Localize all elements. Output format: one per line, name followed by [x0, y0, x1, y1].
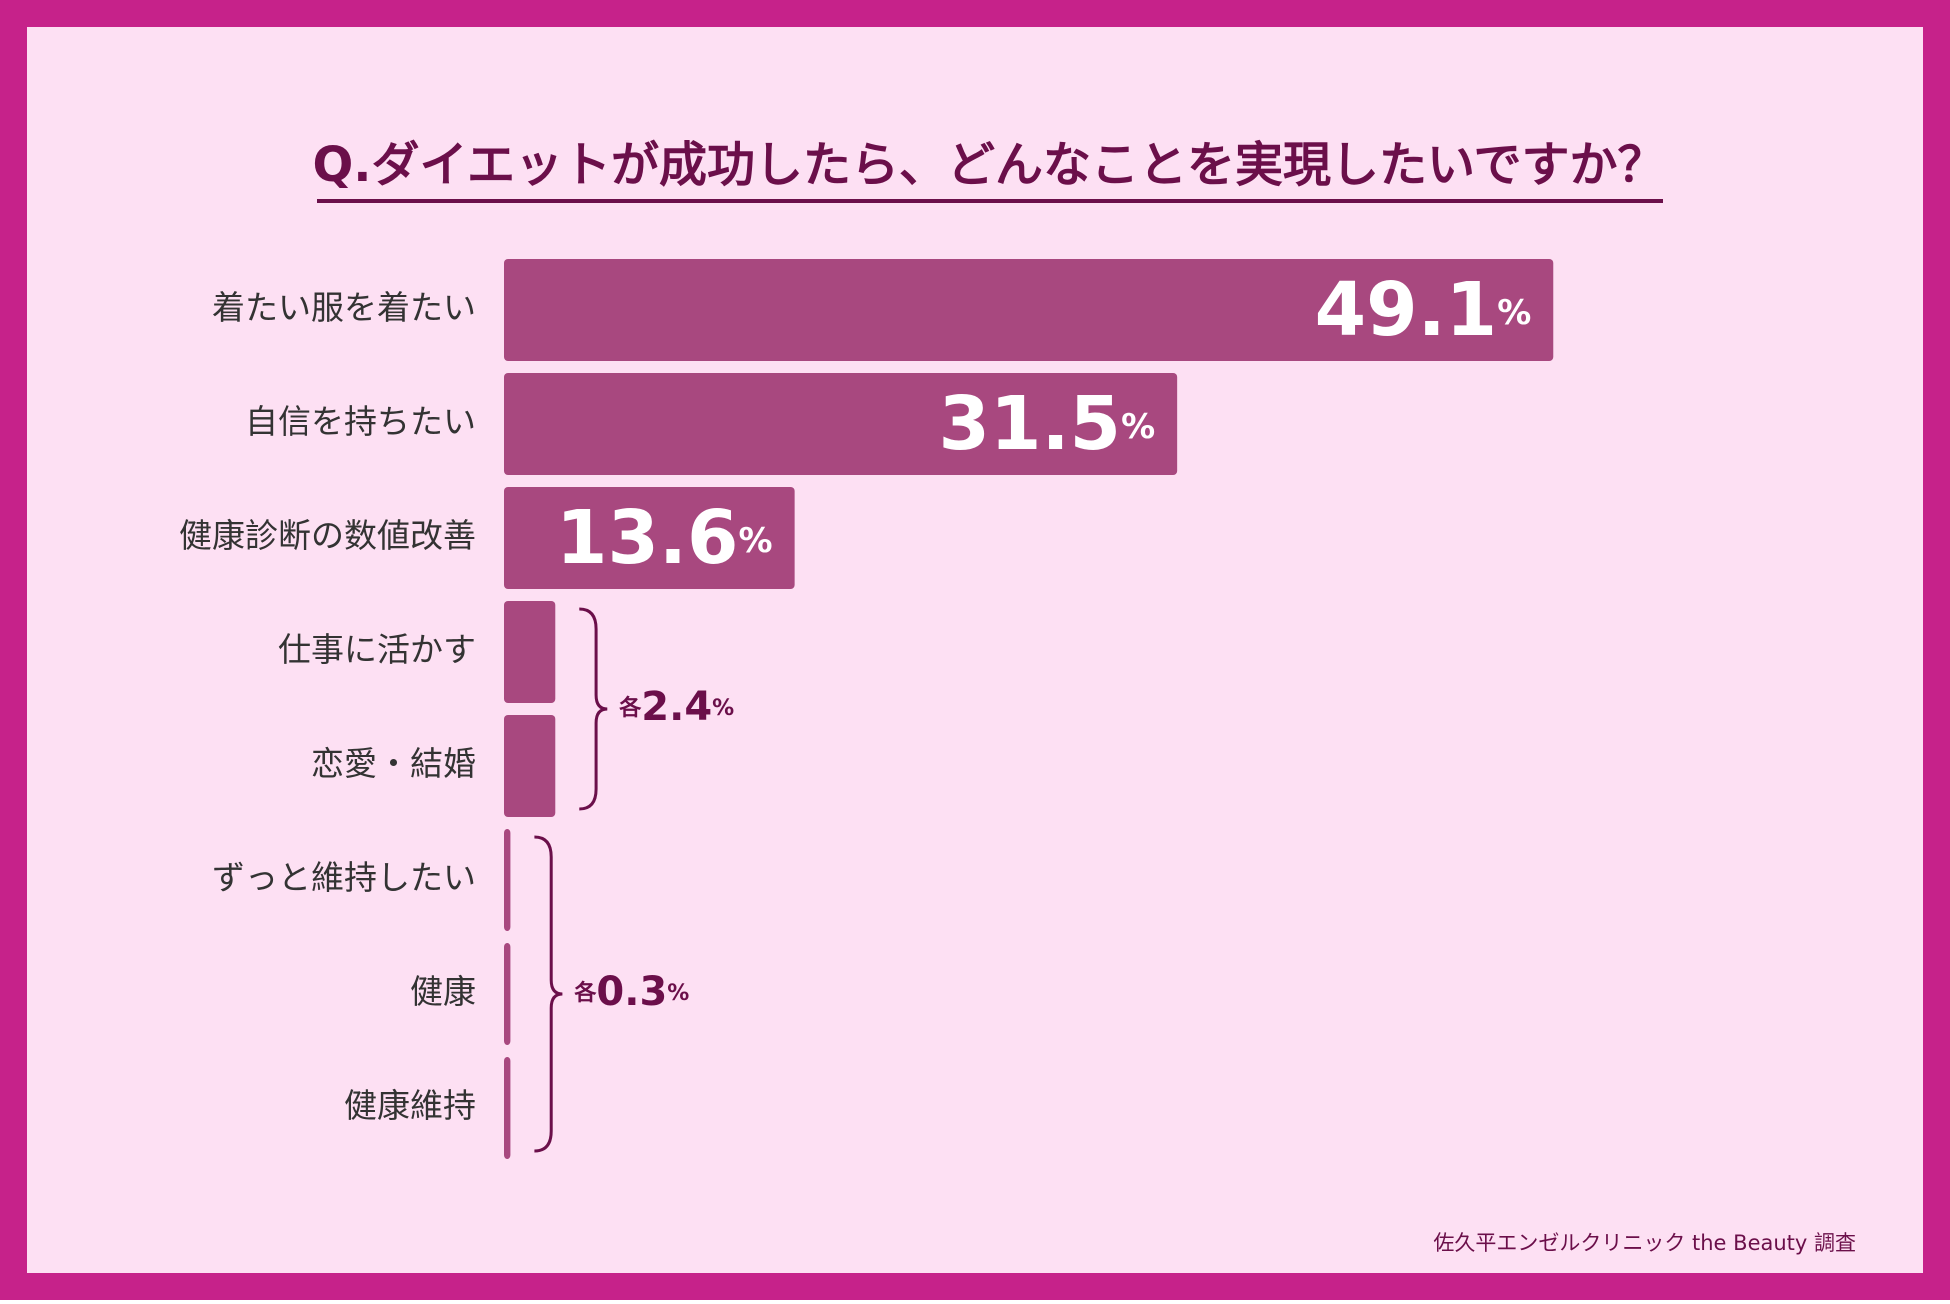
category-label: 着たい服を着たい [212, 288, 476, 327]
bracket-label: 各2.4% [618, 684, 734, 730]
bar [504, 1057, 511, 1159]
value-label: 31.5% [938, 381, 1155, 467]
chart-title: Q.ダイエットが成功したら、どんなことを実現したいですか？ [312, 137, 1665, 193]
category-label: 恋愛・結婚 [311, 744, 476, 783]
bracket-label: 各0.3% [573, 969, 689, 1015]
category-label: 自信を持ちたい [245, 402, 476, 441]
source: 佐久平エンゼルクリニック the Beauty 調査 [1433, 1231, 1856, 1255]
category-label: 健康維持 [344, 1086, 476, 1125]
bar [504, 259, 1554, 361]
bar [504, 373, 1178, 475]
value-label: 49.1% [1315, 267, 1532, 353]
bar [504, 715, 556, 817]
bar [504, 943, 511, 1045]
background [27, 27, 1923, 1273]
bar [504, 829, 511, 931]
category-label: 仕事に活かす [278, 630, 476, 669]
bracket [579, 607, 608, 811]
bracket [534, 835, 563, 1153]
category-label: ずっと維持したい [212, 858, 476, 897]
bar [504, 601, 556, 703]
bar [504, 487, 795, 589]
value-label: 13.6% [556, 495, 773, 581]
category-label: 健康診断の数値改善 [179, 516, 476, 555]
category-label: 健康 [410, 972, 476, 1011]
